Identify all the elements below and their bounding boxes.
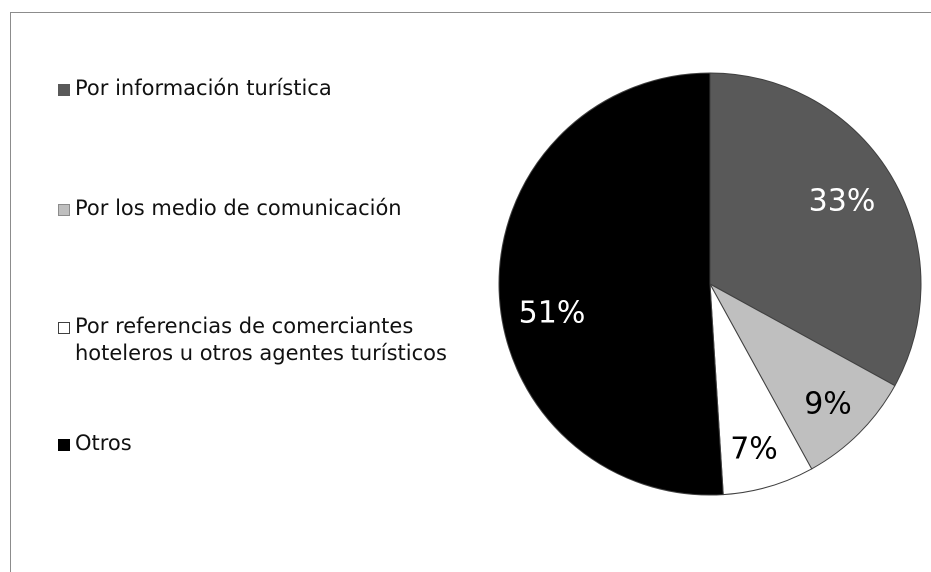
pie-data-label-2: 7% <box>730 432 778 467</box>
legend-label-referencias: Por referencias de comerciantes hotelero… <box>75 314 447 365</box>
legend-item-medios-comunicacion: Por los medio de comunicación <box>58 195 402 222</box>
legend-swatch-informacion-turistica <box>58 84 70 96</box>
pie-slice-1 <box>708 282 896 470</box>
legend-swatch-referencias <box>58 322 70 334</box>
legend-label-informacion-turistica: Por información turística <box>75 76 332 100</box>
pie-data-label-0: 33% <box>809 184 876 219</box>
legend-item-otros: Otros <box>58 430 132 457</box>
legend-item-informacion-turistica: Por información turística <box>58 75 332 102</box>
pie-slice-3 <box>498 72 724 496</box>
legend-swatch-medios-comunicacion <box>58 204 70 216</box>
legend-label-medios-comunicacion: Por los medio de comunicación <box>75 196 402 220</box>
legend-label-otros: Otros <box>75 431 132 455</box>
pie-data-label-1: 9% <box>804 387 852 422</box>
pie-slice-0 <box>709 72 922 387</box>
legend-swatch-otros <box>58 439 70 451</box>
pie-data-label-3: 51% <box>519 296 586 331</box>
legend-item-referencias: Por referencias de comerciantes hotelero… <box>58 313 455 367</box>
